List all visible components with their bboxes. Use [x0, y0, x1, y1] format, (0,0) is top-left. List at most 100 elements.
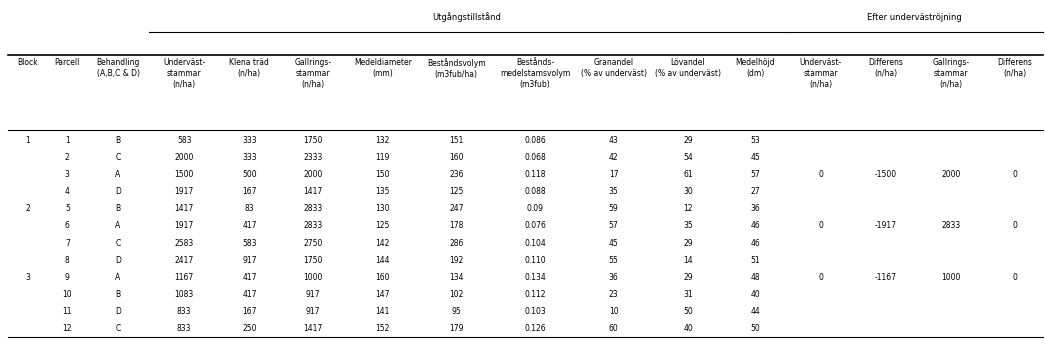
Text: 125: 125 — [376, 221, 390, 230]
Text: 2833: 2833 — [303, 221, 323, 230]
Text: 40: 40 — [750, 290, 760, 299]
Text: 134: 134 — [449, 273, 464, 282]
Text: 236: 236 — [449, 170, 464, 179]
Text: 0: 0 — [1012, 221, 1017, 230]
Text: 3: 3 — [25, 273, 30, 282]
Text: 23: 23 — [609, 290, 619, 299]
Text: 29: 29 — [683, 273, 693, 282]
Text: 119: 119 — [376, 153, 390, 162]
Text: 1417: 1417 — [303, 324, 323, 333]
Text: C: C — [115, 238, 120, 247]
Text: 1500: 1500 — [175, 170, 194, 179]
Text: Behandling
(A,B,C & D): Behandling (A,B,C & D) — [96, 58, 140, 78]
Text: 54: 54 — [683, 153, 693, 162]
Text: 55: 55 — [608, 256, 619, 265]
Text: 57: 57 — [608, 221, 619, 230]
Text: 40: 40 — [683, 324, 693, 333]
Text: 417: 417 — [242, 221, 257, 230]
Text: 50: 50 — [683, 307, 693, 316]
Text: Parcell: Parcell — [54, 58, 80, 67]
Text: 11: 11 — [63, 307, 72, 316]
Text: C: C — [115, 324, 120, 333]
Text: D: D — [115, 187, 121, 196]
Text: 132: 132 — [376, 136, 390, 145]
Text: 2000: 2000 — [303, 170, 323, 179]
Text: 247: 247 — [449, 204, 464, 213]
Text: 833: 833 — [177, 307, 191, 316]
Text: 0.068: 0.068 — [525, 153, 545, 162]
Text: 43: 43 — [608, 136, 619, 145]
Text: Gallrings-
stammar
(n/ha): Gallrings- stammar (n/ha) — [932, 58, 970, 89]
Text: 51: 51 — [750, 256, 760, 265]
Text: 5: 5 — [65, 204, 70, 213]
Text: Block: Block — [18, 58, 39, 67]
Text: 4: 4 — [65, 187, 70, 196]
Text: 59: 59 — [608, 204, 619, 213]
Text: Granandel
(% av underväst): Granandel (% av underväst) — [581, 58, 647, 78]
Text: 0.103: 0.103 — [525, 307, 545, 316]
Text: A: A — [115, 273, 120, 282]
Text: Gallrings-
stammar
(n/ha): Gallrings- stammar (n/ha) — [295, 58, 331, 89]
Text: 1000: 1000 — [303, 273, 323, 282]
Text: 917: 917 — [306, 290, 320, 299]
Text: 29: 29 — [683, 238, 693, 247]
Text: Differens
(n/ha): Differens (n/ha) — [997, 58, 1031, 78]
Text: 8: 8 — [65, 256, 70, 265]
Text: 0: 0 — [818, 170, 822, 179]
Text: B: B — [115, 290, 120, 299]
Text: 141: 141 — [376, 307, 390, 316]
Text: 60: 60 — [608, 324, 619, 333]
Text: 2833: 2833 — [303, 204, 323, 213]
Text: D: D — [115, 256, 121, 265]
Text: -1167: -1167 — [875, 273, 897, 282]
Text: 0: 0 — [818, 221, 822, 230]
Text: 1000: 1000 — [942, 273, 960, 282]
Text: 31: 31 — [683, 290, 693, 299]
Text: 1167: 1167 — [175, 273, 194, 282]
Text: 44: 44 — [750, 307, 760, 316]
Text: 102: 102 — [449, 290, 464, 299]
Text: 417: 417 — [242, 273, 257, 282]
Text: 2: 2 — [26, 204, 30, 213]
Text: Differens
(n/ha): Differens (n/ha) — [868, 58, 903, 78]
Text: B: B — [115, 204, 120, 213]
Text: 50: 50 — [750, 324, 760, 333]
Text: 0.118: 0.118 — [525, 170, 545, 179]
Text: 152: 152 — [376, 324, 390, 333]
Text: 917: 917 — [306, 307, 320, 316]
Text: C: C — [115, 153, 120, 162]
Text: Bestånds-
medelstamsvolym
(m3fub): Bestånds- medelstamsvolym (m3fub) — [500, 58, 571, 89]
Text: Lövandel
(% av underväst): Lövandel (% av underväst) — [655, 58, 721, 78]
Text: 179: 179 — [449, 324, 464, 333]
Text: Beståndsvolym
(m3fub/ha): Beståndsvolym (m3fub/ha) — [427, 58, 486, 79]
Text: 53: 53 — [750, 136, 760, 145]
Text: 35: 35 — [608, 187, 619, 196]
Text: 45: 45 — [750, 153, 760, 162]
Text: 151: 151 — [449, 136, 464, 145]
Text: 95: 95 — [451, 307, 461, 316]
Text: 833: 833 — [177, 324, 191, 333]
Text: 167: 167 — [242, 307, 257, 316]
Text: 0.112: 0.112 — [525, 290, 545, 299]
Text: 160: 160 — [449, 153, 464, 162]
Text: 192: 192 — [449, 256, 464, 265]
Text: 142: 142 — [376, 238, 390, 247]
Text: 42: 42 — [609, 153, 619, 162]
Text: 500: 500 — [242, 170, 257, 179]
Text: 2417: 2417 — [175, 256, 194, 265]
Text: 333: 333 — [242, 153, 257, 162]
Text: 0.086: 0.086 — [525, 136, 545, 145]
Text: 2333: 2333 — [303, 153, 323, 162]
Text: 0.104: 0.104 — [525, 238, 545, 247]
Text: 0.134: 0.134 — [525, 273, 545, 282]
Text: 417: 417 — [242, 290, 257, 299]
Text: Underväst-
stammar
(n/ha): Underväst- stammar (n/ha) — [163, 58, 206, 89]
Text: 0: 0 — [818, 273, 822, 282]
Text: Medeldiameter
(mm): Medeldiameter (mm) — [354, 58, 412, 78]
Text: B: B — [115, 136, 120, 145]
Text: 0.09: 0.09 — [527, 204, 543, 213]
Text: Utgångstillstånd: Utgångstillstånd — [433, 12, 502, 22]
Text: A: A — [115, 221, 120, 230]
Text: 7: 7 — [65, 238, 70, 247]
Text: 36: 36 — [608, 273, 619, 282]
